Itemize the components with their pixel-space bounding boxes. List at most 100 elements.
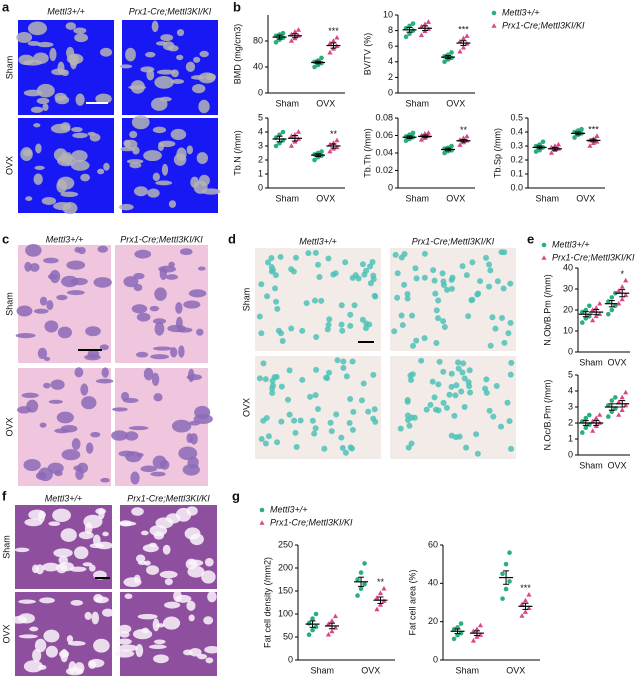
texture xyxy=(29,626,39,632)
texture xyxy=(154,287,167,301)
texture xyxy=(50,123,71,134)
texture xyxy=(493,383,500,390)
texture xyxy=(25,244,42,257)
texture xyxy=(133,186,148,197)
texture xyxy=(436,358,443,365)
texture xyxy=(135,644,144,658)
texture xyxy=(365,408,372,415)
data-point xyxy=(288,31,295,37)
texture xyxy=(285,396,292,403)
texture xyxy=(421,250,428,257)
texture xyxy=(132,146,140,155)
texture xyxy=(152,172,161,182)
texture xyxy=(477,278,484,285)
texture xyxy=(45,645,58,658)
texture xyxy=(473,431,480,438)
texture xyxy=(292,429,299,436)
texture xyxy=(159,267,168,280)
texture xyxy=(38,664,47,670)
texture xyxy=(56,294,68,301)
texture xyxy=(97,168,105,175)
data-point xyxy=(362,581,367,587)
data-point xyxy=(623,277,629,283)
texture xyxy=(313,366,320,373)
texture xyxy=(372,293,379,300)
texture xyxy=(117,638,132,645)
y-tick-label: 1 xyxy=(258,168,263,178)
texture xyxy=(441,323,448,330)
texture xyxy=(435,315,442,322)
texture xyxy=(505,330,512,337)
data-point xyxy=(329,628,335,634)
data-point xyxy=(319,55,324,61)
y-tick-label: 1 xyxy=(568,433,573,443)
texture xyxy=(501,339,508,346)
texture xyxy=(188,614,195,622)
texture xyxy=(18,599,36,604)
texture xyxy=(24,518,43,527)
texture xyxy=(264,293,271,300)
texture xyxy=(185,61,196,72)
texture xyxy=(100,477,110,483)
data-point xyxy=(449,50,454,55)
x-tick-label: Sham xyxy=(579,460,603,470)
x-tick-label: OVX xyxy=(607,357,626,367)
texture xyxy=(92,534,101,546)
data-point xyxy=(590,317,596,323)
texture xyxy=(42,103,49,112)
texture xyxy=(42,562,60,572)
texture xyxy=(440,318,447,325)
data-point xyxy=(590,418,596,424)
texture xyxy=(71,126,83,133)
texture xyxy=(196,328,204,336)
texture xyxy=(62,201,78,215)
data-point xyxy=(403,34,409,40)
row-label: Sham xyxy=(4,292,14,316)
texture xyxy=(487,342,494,349)
texture xyxy=(288,266,295,273)
y-tick-label: 100 xyxy=(278,608,293,618)
texture xyxy=(115,649,135,658)
texture xyxy=(392,251,399,258)
texture xyxy=(91,611,100,625)
texture xyxy=(315,261,322,268)
texture xyxy=(43,629,60,643)
texture xyxy=(469,259,476,266)
texture xyxy=(312,392,319,399)
y-tick-label: 4 xyxy=(258,126,263,136)
x-tick-label: OVX xyxy=(506,665,525,675)
texture xyxy=(129,130,138,139)
texture xyxy=(486,283,493,290)
legend-label: Mettl3+/+ xyxy=(270,504,308,514)
texture xyxy=(70,599,83,606)
texture xyxy=(489,314,496,321)
data-point xyxy=(587,303,592,309)
legend-label: Prx1-Cre;Mettl3KI/KI xyxy=(502,20,585,30)
texture xyxy=(323,374,330,381)
texture xyxy=(119,520,133,527)
texture xyxy=(80,173,90,182)
texture xyxy=(66,635,74,644)
texture xyxy=(494,278,501,285)
texture xyxy=(260,360,267,367)
y-tick-label: 0 xyxy=(388,87,393,97)
y-tick-label: 0.4 xyxy=(510,126,523,136)
texture xyxy=(123,276,139,288)
texture xyxy=(349,426,356,433)
y-axis-label: N.Oc/B.Pm (/mm) xyxy=(542,380,552,451)
row-label: OVX xyxy=(4,156,14,175)
texture xyxy=(147,188,160,198)
significance: ** xyxy=(460,125,468,135)
texture xyxy=(347,396,354,403)
texture xyxy=(508,445,515,452)
texture xyxy=(46,300,54,311)
texture xyxy=(118,203,134,211)
texture xyxy=(142,544,159,553)
texture xyxy=(466,367,473,374)
texture xyxy=(186,145,193,155)
column-header: Mettl3+/+ xyxy=(46,234,84,244)
row-label: OVX xyxy=(4,417,14,436)
data-point xyxy=(273,40,279,45)
texture xyxy=(186,600,196,611)
texture xyxy=(140,530,149,536)
